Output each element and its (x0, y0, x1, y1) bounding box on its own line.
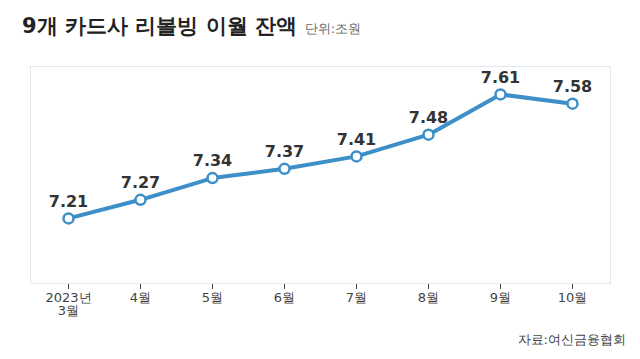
svg-text:10월: 10월 (558, 290, 588, 305)
svg-text:2023년3월: 2023년3월 (45, 290, 91, 318)
svg-text:7.48: 7.48 (409, 108, 448, 127)
svg-text:7.61: 7.61 (481, 68, 520, 87)
html-text:자료:여신금융협회: 자료:여신금융협회 (517, 332, 626, 347)
svg-text:9월: 9월 (490, 290, 511, 305)
svg-text:7.27: 7.27 (121, 173, 160, 192)
svg-text:7.58: 7.58 (553, 77, 592, 96)
svg-text:7.37: 7.37 (265, 142, 304, 161)
svg-text:7.41: 7.41 (337, 130, 376, 149)
svg-text:6월: 6월 (274, 290, 295, 305)
svg-text:5월: 5월 (202, 290, 223, 305)
svg-text:8월: 8월 (418, 290, 439, 305)
svg-text:7.21: 7.21 (49, 192, 88, 211)
svg-text:4월: 4월 (130, 290, 151, 305)
svg-text:7.34: 7.34 (193, 151, 232, 170)
svg-text:7월: 7월 (346, 290, 367, 305)
html-text:9개 카드사 리볼빙 이월 잔액 단위:조원: 9개 카드사 리볼빙 이월 잔액 단위:조원 (22, 14, 362, 38)
